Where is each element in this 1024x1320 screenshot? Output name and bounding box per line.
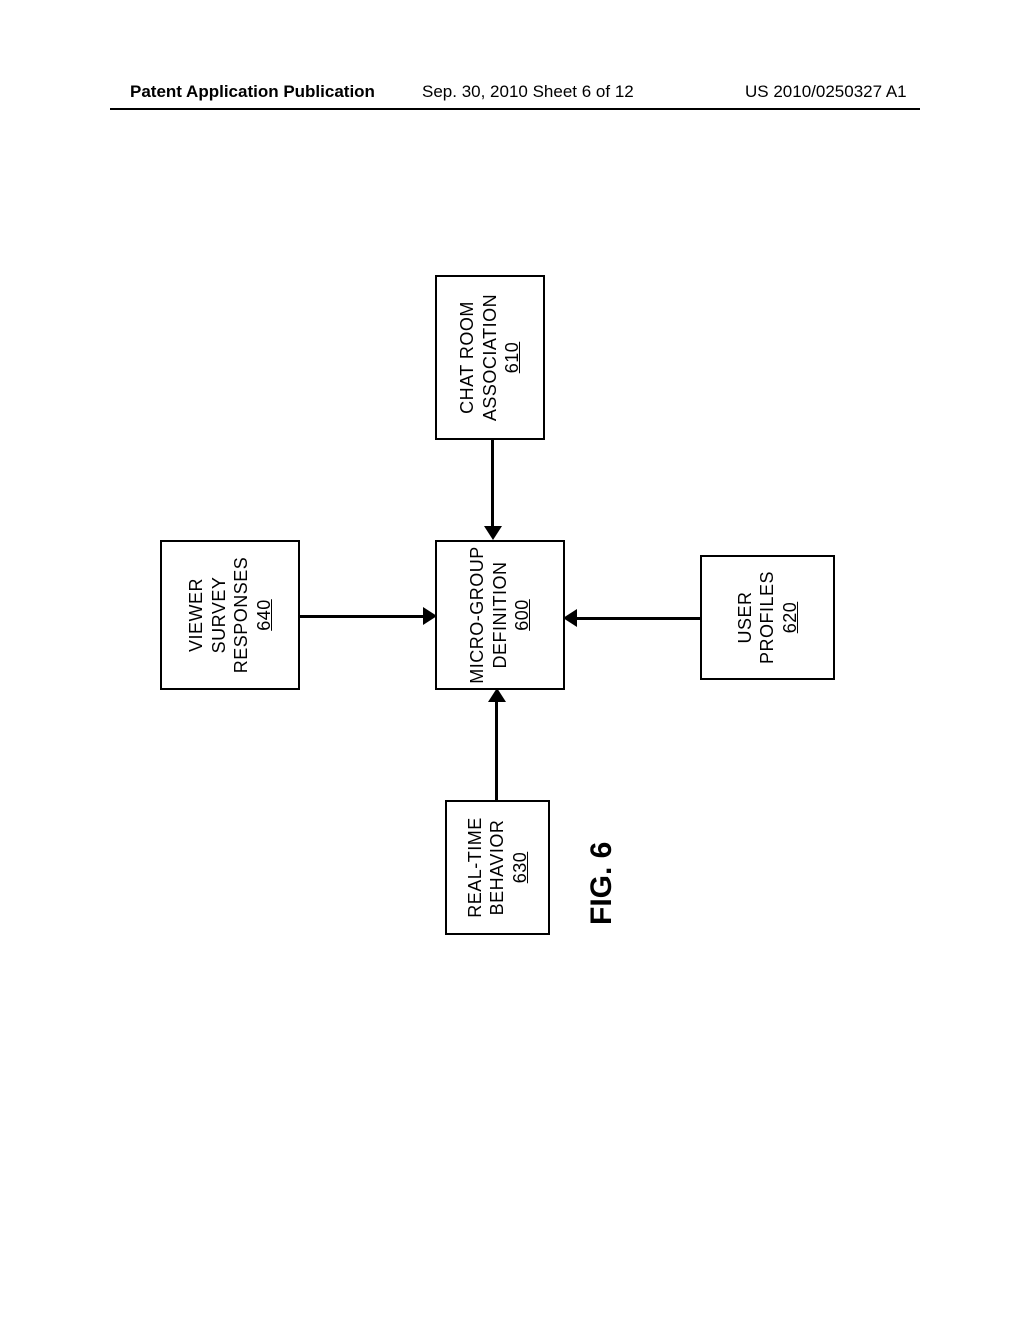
figure-label-text: FIG. 6 (585, 842, 618, 925)
box-bottom-line2: BEHAVIOR (486, 820, 509, 916)
box-right-line2: SURVEY (208, 577, 231, 654)
arrow-640-to-600-line (300, 615, 425, 618)
arrow-630-to-600-head (488, 688, 506, 702)
arrow-610-to-600-line (491, 440, 494, 530)
box-right-line1: VIEWER (185, 578, 208, 652)
box-center-line2: DEFINITION (489, 562, 512, 669)
box-bottom-line1: REAL-TIME (464, 817, 487, 918)
arrow-610-to-600-head (484, 526, 502, 540)
page: Patent Application Publication Sep. 30, … (0, 0, 1024, 1320)
box-center-line1: MICRO-GROUP (466, 546, 489, 684)
box-user-profiles: USER PROFILES 620 (700, 555, 835, 680)
header-center-text: Sep. 30, 2010 Sheet 6 of 12 (422, 82, 634, 102)
diagram-stage: MICRO-GROUP DEFINITION 600 CHAT ROOM ASS… (135, 260, 855, 980)
arrow-630-to-600-line (495, 700, 498, 800)
arrow-640-to-600-head (423, 607, 437, 625)
box-right-line3: RESPONSES (230, 557, 253, 674)
box-left-line2: PROFILES (756, 571, 779, 664)
box-bottom-num: 630 (509, 852, 532, 884)
figure-label: FIG. 6 (585, 842, 619, 925)
box-micro-group-definition: MICRO-GROUP DEFINITION 600 (435, 540, 565, 690)
box-left-num: 620 (779, 602, 802, 634)
box-right-num: 640 (253, 599, 276, 631)
arrow-620-to-600-line (575, 617, 700, 620)
box-left-line1: USER (734, 592, 757, 644)
header-left-text: Patent Application Publication (130, 82, 375, 102)
header-rule (110, 108, 920, 110)
box-top-num: 610 (501, 342, 524, 374)
arrow-620-to-600-head (563, 609, 577, 627)
box-top-line2: ASSOCIATION (479, 294, 502, 421)
header-right-text: US 2010/0250327 A1 (745, 82, 907, 102)
box-top-line1: CHAT ROOM (456, 301, 479, 414)
box-real-time-behavior: REAL-TIME BEHAVIOR 630 (445, 800, 550, 935)
box-center-num: 600 (511, 599, 534, 631)
box-viewer-survey-responses: VIEWER SURVEY RESPONSES 640 (160, 540, 300, 690)
diagram-rotated-wrapper: MICRO-GROUP DEFINITION 600 CHAT ROOM ASS… (135, 260, 855, 980)
box-chat-room-association: CHAT ROOM ASSOCIATION 610 (435, 275, 545, 440)
